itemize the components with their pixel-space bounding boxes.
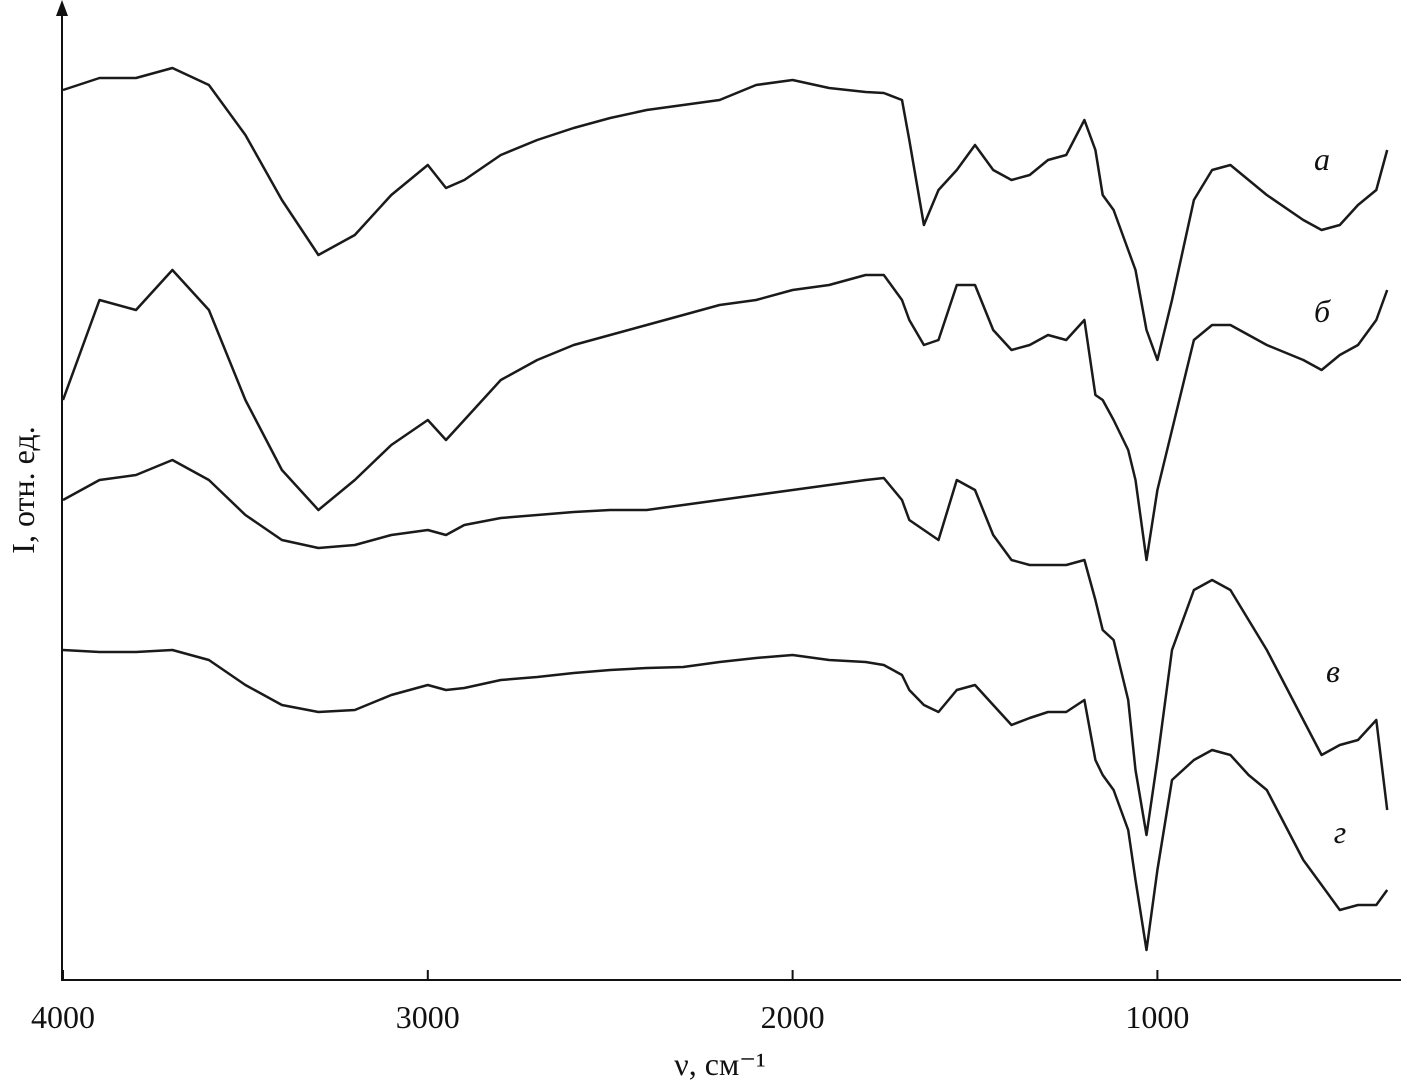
x-tick-label: 3000	[396, 999, 460, 1035]
spectrum-line	[61, 268, 1389, 562]
spectrum-line	[62, 66, 1389, 362]
x-axis-label: ν, см⁻¹	[674, 1046, 765, 1082]
series-label: в	[1326, 653, 1340, 689]
x-tick-label: 1000	[1125, 999, 1189, 1035]
y-axis-label: I, отн. ед.	[5, 426, 41, 553]
y-axis-arrow	[56, 0, 68, 16]
series-label: б	[1314, 293, 1331, 329]
series-label: а	[1314, 141, 1330, 177]
spectrum-line	[62, 648, 1389, 952]
x-tick-label: 4000	[31, 999, 95, 1035]
spectrum-line	[62, 458, 1389, 837]
x-tick-label: 2000	[761, 999, 825, 1035]
series-label: г	[1334, 814, 1346, 850]
